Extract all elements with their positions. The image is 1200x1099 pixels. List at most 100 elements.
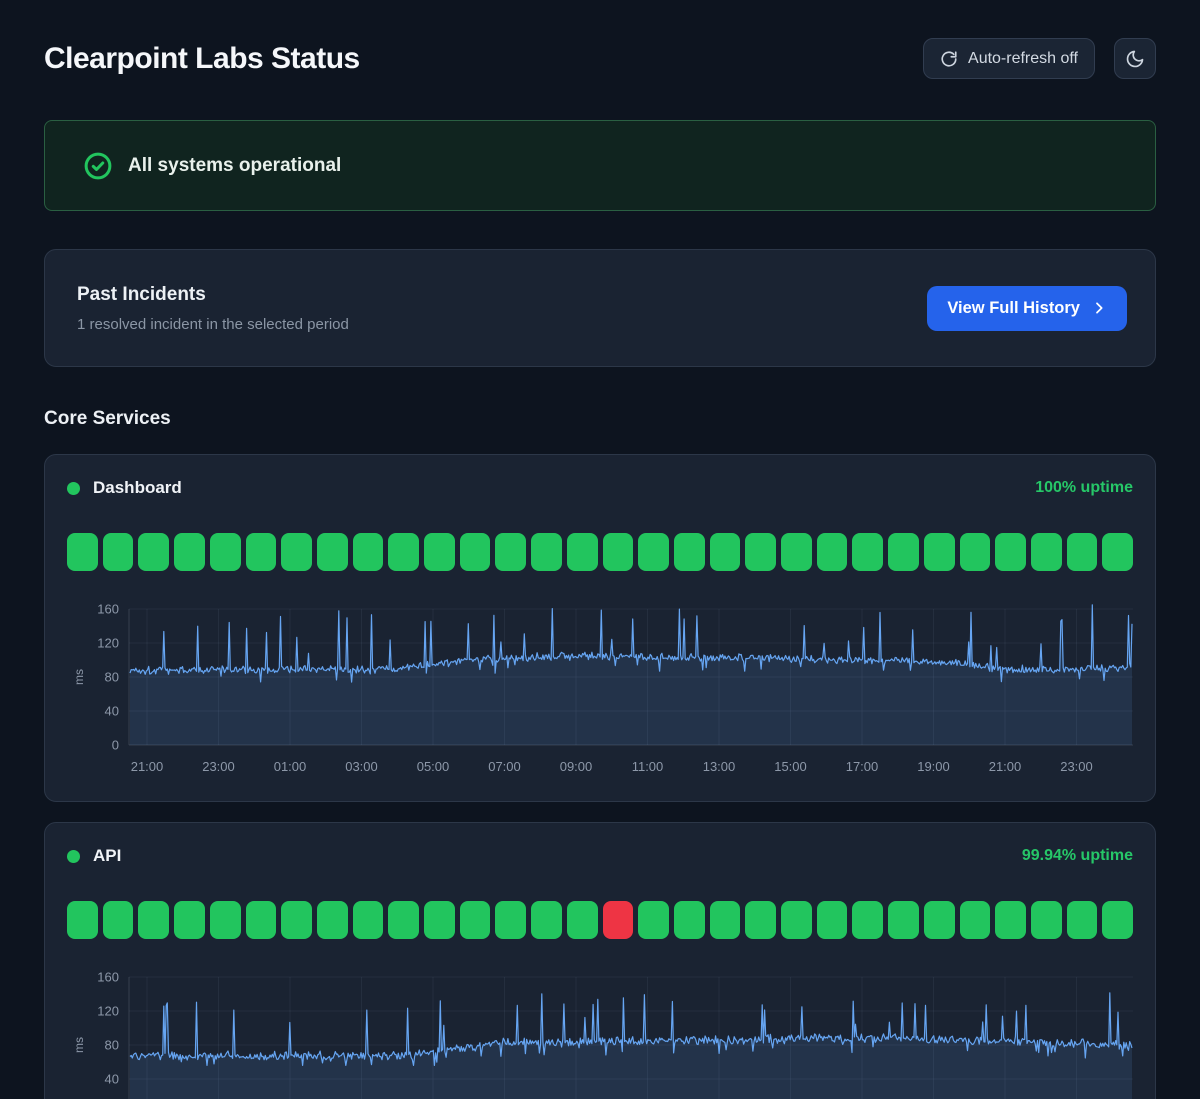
auto-refresh-label: Auto-refresh off <box>968 49 1078 67</box>
past-incidents-info: Past Incidents 1 resolved incident in th… <box>77 284 349 333</box>
uptime-block-up[interactable] <box>102 901 134 939</box>
uptime-block-up[interactable] <box>673 533 705 571</box>
uptime-block-down[interactable] <box>602 901 634 939</box>
svg-text:40: 40 <box>105 1072 119 1087</box>
past-incidents-summary: 1 resolved incident in the selected peri… <box>77 315 349 333</box>
uptime-block-up[interactable] <box>388 901 420 939</box>
y-axis-unit-label: ms <box>72 669 86 685</box>
uptime-block-up[interactable] <box>138 901 170 939</box>
service-header: API 99.94% uptime <box>67 845 1133 867</box>
uptime-block-up[interactable] <box>459 533 491 571</box>
uptime-block-up[interactable] <box>138 533 170 571</box>
uptime-block-up[interactable] <box>781 533 812 571</box>
uptime-block-up[interactable] <box>281 901 312 939</box>
uptime-block-up[interactable] <box>852 533 884 571</box>
uptime-block-up[interactable] <box>495 533 527 571</box>
uptime-block-up[interactable] <box>959 533 991 571</box>
uptime-block-up[interactable] <box>923 533 955 571</box>
uptime-block-up[interactable] <box>1030 533 1062 571</box>
svg-text:23:00: 23:00 <box>202 759 235 774</box>
uptime-block-up[interactable] <box>281 533 312 571</box>
core-services-title: Core Services <box>44 408 171 429</box>
uptime-block-up[interactable] <box>531 901 562 939</box>
uptime-block-up[interactable] <box>531 533 562 571</box>
uptime-block-up[interactable] <box>316 533 348 571</box>
uptime-block-up[interactable] <box>388 533 420 571</box>
uptime-block-up[interactable] <box>459 901 491 939</box>
svg-text:01:00: 01:00 <box>274 759 307 774</box>
uptime-block-up[interactable] <box>995 901 1026 939</box>
uptime-block-up[interactable] <box>888 533 919 571</box>
y-axis-unit-label: ms <box>72 1037 86 1053</box>
svg-text:160: 160 <box>97 970 119 985</box>
uptime-block-up[interactable] <box>745 901 777 939</box>
svg-text:0: 0 <box>112 738 119 753</box>
status-page: Clearpoint Labs Status Auto-refresh off <box>44 0 1156 1099</box>
uptime-block-up[interactable] <box>174 533 205 571</box>
svg-text:09:00: 09:00 <box>560 759 593 774</box>
uptime-block-up[interactable] <box>709 901 741 939</box>
uptime-block-up[interactable] <box>67 533 98 571</box>
uptime-block-up[interactable] <box>424 901 455 939</box>
latency-chart: 0 40 80 120 160 21:00 23:00 01:00 03:00 05:00 07:0… <box>67 601 1135 779</box>
refresh-icon <box>940 50 958 68</box>
svg-text:80: 80 <box>105 670 119 685</box>
uptime-block-up[interactable] <box>602 533 634 571</box>
moon-icon <box>1125 49 1145 69</box>
uptime-block-up[interactable] <box>495 901 527 939</box>
theme-toggle-button[interactable] <box>1114 38 1156 79</box>
past-incidents-card: Past Incidents 1 resolved incident in th… <box>44 249 1156 367</box>
svg-text:120: 120 <box>97 1004 119 1019</box>
auto-refresh-button[interactable]: Auto-refresh off <box>923 38 1095 79</box>
uptime-block-up[interactable] <box>959 901 991 939</box>
uptime-block-up[interactable] <box>352 901 384 939</box>
svg-text:15:00: 15:00 <box>774 759 807 774</box>
uptime-block-up[interactable] <box>1102 901 1134 939</box>
view-full-history-button[interactable]: View Full History <box>927 285 1127 331</box>
uptime-block-up[interactable] <box>209 533 241 571</box>
uptime-block-up[interactable] <box>245 901 277 939</box>
uptime-block-up[interactable] <box>352 533 384 571</box>
uptime-block-up[interactable] <box>638 901 669 939</box>
header-actions: Auto-refresh off <box>923 38 1156 79</box>
uptime-block-up[interactable] <box>816 901 848 939</box>
uptime-block-up[interactable] <box>67 901 98 939</box>
uptime-block-up[interactable] <box>209 901 241 939</box>
uptime-block-up[interactable] <box>816 533 848 571</box>
uptime-block-up[interactable] <box>1102 533 1134 571</box>
uptime-block-up[interactable] <box>102 533 134 571</box>
uptime-blocks <box>67 901 1134 939</box>
uptime-block-up[interactable] <box>566 533 598 571</box>
svg-text:160: 160 <box>97 602 119 617</box>
uptime-block-up[interactable] <box>1030 901 1062 939</box>
uptime-block-up[interactable] <box>424 533 455 571</box>
uptime-block-up[interactable] <box>709 533 741 571</box>
svg-text:03:00: 03:00 <box>345 759 378 774</box>
uptime-block-up[interactable] <box>245 533 277 571</box>
uptime-block-up[interactable] <box>1066 901 1098 939</box>
page-header: Clearpoint Labs Status Auto-refresh off <box>44 0 1156 79</box>
uptime-block-up[interactable] <box>923 901 955 939</box>
uptime-block-up[interactable] <box>316 901 348 939</box>
uptime-block-up[interactable] <box>995 533 1026 571</box>
uptime-block-up[interactable] <box>781 901 812 939</box>
uptime-block-up[interactable] <box>745 533 777 571</box>
svg-text:21:00: 21:00 <box>131 759 164 774</box>
uptime-block-up[interactable] <box>638 533 669 571</box>
svg-text:19:00: 19:00 <box>917 759 950 774</box>
status-dot-icon <box>67 849 80 863</box>
service-name: Dashboard <box>93 478 182 497</box>
latency-chart-svg: 0408012016021:0023:0001:0003:0005:0007:0… <box>72 970 1133 1099</box>
service-card: Dashboard 100% uptime 0 40 80 120 160 21:00 23… <box>44 454 1156 802</box>
uptime-block-up[interactable] <box>673 901 705 939</box>
uptime-block-up[interactable] <box>852 901 884 939</box>
service-list: Dashboard 100% uptime 0 40 80 120 160 21:00 23… <box>44 454 1156 1099</box>
uptime-block-up[interactable] <box>1066 533 1098 571</box>
uptime-block-up[interactable] <box>566 901 598 939</box>
uptime-block-up[interactable] <box>174 901 205 939</box>
svg-text:17:00: 17:00 <box>846 759 879 774</box>
uptime-block-up[interactable] <box>888 901 919 939</box>
service-name: API <box>93 846 122 865</box>
service-uptime-label: 100% uptime <box>1035 479 1133 496</box>
